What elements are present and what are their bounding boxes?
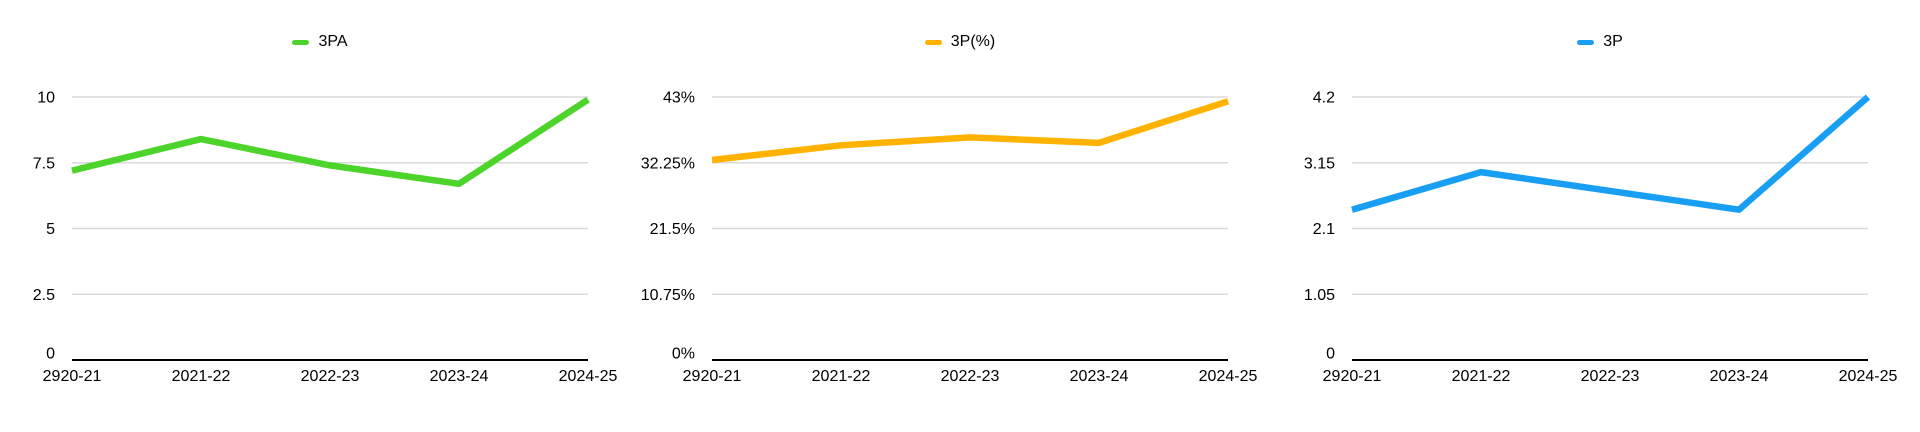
x-tick-label: 2023-24 — [1710, 368, 1769, 385]
legend-marker — [1577, 39, 1595, 45]
legend-marker — [292, 39, 310, 45]
y-tick-label: 2.1 — [1313, 221, 1335, 238]
x-tick-label: 2023-24 — [430, 368, 489, 385]
y-tick-label: 4.2 — [1313, 90, 1335, 107]
data-line — [711, 98, 1229, 164]
data-line — [1351, 94, 1871, 213]
x-tick-label: 2022-23 — [1581, 368, 1640, 385]
y-tick-label: 43% — [663, 90, 695, 107]
x-tick-label: 2920-21 — [683, 368, 742, 385]
y-tick-label: 0 — [46, 346, 55, 363]
line-chart-3p: 0 1.05 2.1 3.15 4.2 2920-21 2021-22 2022-23 2023… — [1304, 90, 1898, 386]
x-tick-label: 2022-23 — [301, 368, 360, 385]
y-tick-label: 7.5 — [33, 155, 55, 172]
line-chart-3pa: 0 2.5 5 7.5 10 2920-21 2021-22 2022-23 2023-24 20… — [33, 90, 618, 386]
x-tick-label: 2021-22 — [1452, 368, 1511, 385]
line-chart-3p-percent: 0% 10.75% 21.5% 32.25% 43% 2920-21 2021-22 2022… — [641, 90, 1258, 386]
chart-panel-3p: 3P 0 1.05 2.1 3.15 4.2 2920-21 2021-22 2022-23 2… — [1280, 0, 1920, 432]
x-tick-label: 2024-25 — [1199, 368, 1258, 385]
legend-3p-percent: 3P(%) — [640, 33, 1280, 51]
data-line — [71, 96, 590, 188]
legend-marker — [924, 39, 942, 45]
chart-panel-3pa: 3PA 0 2.5 5 7.5 10 2920-21 2021-22 2022-23 2023-… — [0, 0, 640, 432]
x-tick-label: 2920-21 — [43, 368, 102, 385]
y-tick-label: 10.75% — [641, 287, 695, 304]
chart-panel-3p-percent: 3P(%) 0% 10.75% 21.5% 32.25% 43% 2920-21 2021-… — [640, 0, 1280, 432]
y-tick-label: 21.5% — [650, 221, 695, 238]
y-tick-label: 3.15 — [1304, 155, 1335, 172]
x-tick-label: 2920-21 — [1323, 368, 1382, 385]
y-tick-label: 1.05 — [1304, 287, 1335, 304]
x-tick-label: 2022-23 — [941, 368, 1000, 385]
x-tick-label: 2021-22 — [172, 368, 231, 385]
legend-label: 3PA — [318, 33, 348, 50]
legend-label: 3P — [1603, 33, 1623, 50]
y-tick-label: 10 — [37, 90, 55, 107]
legend-3p: 3P — [1280, 33, 1920, 51]
y-tick-label: 2.5 — [33, 287, 55, 304]
x-tick-label: 2023-24 — [1070, 368, 1129, 385]
y-tick-label: 5 — [46, 221, 55, 238]
y-tick-label: 0% — [672, 346, 695, 363]
legend-3pa: 3PA — [0, 33, 640, 51]
x-tick-label: 2024-25 — [1839, 368, 1898, 385]
legend-label: 3P(%) — [950, 33, 996, 50]
x-tick-label: 2024-25 — [559, 368, 618, 385]
y-tick-label: 0 — [1326, 346, 1335, 363]
y-tick-label: 32.25% — [641, 155, 695, 172]
x-tick-label: 2021-22 — [812, 368, 871, 385]
